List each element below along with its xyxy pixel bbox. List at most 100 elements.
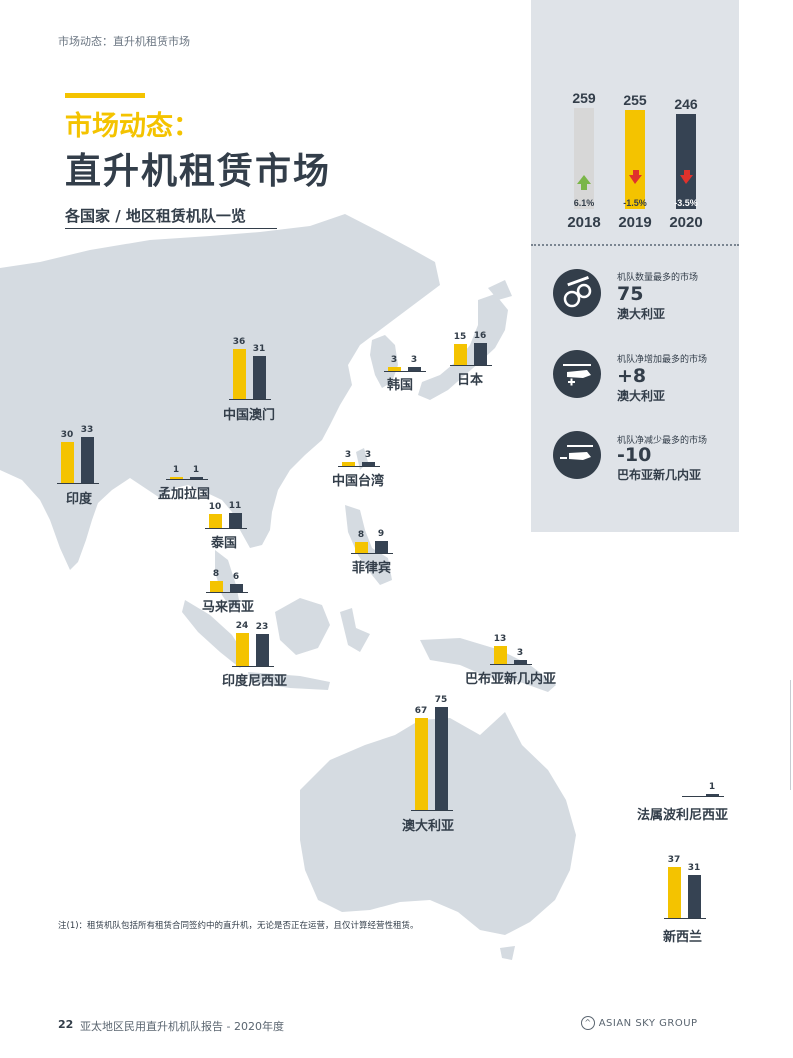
panel-divider	[531, 244, 739, 246]
trend-value-2018: 259	[572, 90, 596, 106]
trend-chart: 259 6.1% 2018 255 -1.5% 2019 246 -3.5% 2…	[567, 90, 702, 231]
trend-change-2020: -3.5%	[674, 198, 698, 208]
chart-baseline	[664, 918, 706, 919]
map-java	[248, 672, 330, 690]
bar-yellow	[170, 477, 183, 479]
bar-value-label: 16	[473, 330, 487, 341]
bar-navy	[688, 875, 701, 918]
country-label: 马来西亚	[202, 600, 255, 615]
map-sumatra	[182, 600, 248, 668]
bar-yellow	[342, 461, 355, 466]
bar-value-label: 3	[516, 647, 524, 658]
page-title: 直升机租赁市场	[65, 151, 332, 192]
bar-yellow	[415, 717, 428, 810]
page-title-prefix: 市场动态：	[65, 111, 200, 142]
card-title: 机队净减少最多的市场	[617, 436, 708, 446]
chart-baseline	[232, 666, 274, 667]
bar-value-label: 33	[80, 425, 94, 436]
helicopter-plus-icon	[553, 350, 601, 398]
subtitle-underline	[65, 228, 277, 229]
bar-navy	[256, 634, 269, 666]
helicopter-minus-icon	[553, 431, 601, 479]
trend-value-2020: 246	[674, 96, 698, 112]
chart-baseline	[206, 592, 248, 593]
card-value: +8	[617, 365, 647, 387]
country-label: 韩国	[387, 378, 414, 393]
country-label: 中国台湾	[332, 474, 385, 489]
chart-baseline	[384, 371, 426, 372]
bar-navy	[375, 540, 388, 553]
bar-yellow	[210, 580, 223, 592]
chart-baseline	[57, 483, 99, 484]
trend-change-2019: -1.5%	[623, 198, 647, 208]
trend-year-2019: 2019	[618, 214, 651, 231]
bar-value-label: 10	[208, 502, 222, 513]
bar-navy	[190, 477, 203, 479]
map-australia	[300, 712, 576, 935]
down-arrow-icon	[680, 170, 693, 184]
bar-yellow	[209, 514, 222, 528]
country-label: 菲律宾	[352, 561, 392, 576]
bar-value-label: 23	[255, 622, 269, 633]
bar-value-label: 31	[687, 863, 701, 874]
footnote: 注(1)：租赁机队包括所有租赁合同签约中的直升机，无论是否正在运营，且仅计算经营…	[58, 921, 419, 931]
map-japan	[418, 294, 508, 400]
chart-baseline	[682, 796, 724, 797]
country-label: 印度	[66, 492, 93, 507]
bar-yellow	[388, 366, 401, 371]
card-value: 75	[617, 283, 644, 305]
chart-baseline	[166, 479, 208, 480]
card-subtitle: 澳大利亚	[617, 307, 666, 321]
map-new-guinea	[420, 638, 556, 692]
bar-value-label: 30	[60, 429, 74, 440]
bar-value-label: 37	[667, 854, 681, 865]
card-subtitle: 巴布亚新几内亚	[617, 468, 702, 482]
bar-yellow	[454, 344, 467, 365]
trend-bar-2019	[625, 110, 645, 209]
bar-yellow	[668, 866, 681, 918]
trend-year-2018: 2018	[567, 214, 600, 231]
trend-bar-2020	[676, 114, 696, 209]
down-arrow-icon	[629, 170, 642, 184]
helicopter-fleet-icon	[553, 269, 601, 317]
chart-baseline	[411, 810, 453, 811]
chart-baseline	[205, 528, 247, 529]
brand-logo: ^ ASIAN SKY GROUP	[581, 1016, 698, 1030]
logo-mark-icon: ^	[581, 1016, 595, 1030]
map-tasmania	[500, 946, 515, 960]
asia-pacific-map	[0, 214, 576, 960]
page-edge	[790, 680, 791, 790]
bar-value-label: 75	[434, 694, 448, 705]
country-label: 孟加拉国	[158, 487, 211, 502]
bar-navy	[706, 794, 719, 796]
bar-value-label: 1	[708, 782, 716, 792]
bar-navy	[362, 461, 375, 466]
map-borneo	[275, 598, 330, 655]
bar-value-label: 3	[410, 354, 418, 365]
country-label: 中国澳门	[223, 408, 276, 423]
card-title: 机队净增加最多的市场	[617, 355, 708, 365]
bar-value-label: 8	[212, 568, 220, 579]
map-malay-peninsula	[215, 550, 240, 610]
country-label: 印度尼西亚	[222, 674, 288, 689]
logo-text: ASIAN SKY GROUP	[598, 1018, 698, 1029]
chart-baseline	[490, 664, 532, 665]
bar-navy	[253, 356, 266, 399]
bar-value-label: 15	[453, 332, 467, 343]
map-asia-mainland	[0, 214, 440, 570]
bar-yellow	[61, 441, 74, 483]
trend-year-2020: 2020	[669, 214, 702, 231]
bar-navy	[514, 659, 527, 664]
map-korea	[370, 335, 398, 388]
map-philippines	[345, 505, 392, 585]
page-number: 22	[58, 1018, 74, 1031]
card-title: 机队数量最多的市场	[617, 273, 699, 283]
map-sulawesi	[340, 608, 370, 652]
bar-value-label: 3	[364, 449, 372, 460]
card-value: -10	[617, 444, 652, 466]
bar-navy	[435, 706, 448, 810]
country-label: 法属波利尼西亚	[637, 808, 729, 823]
bar-value-label: 1	[192, 465, 200, 475]
country-label: 新西兰	[663, 930, 703, 945]
